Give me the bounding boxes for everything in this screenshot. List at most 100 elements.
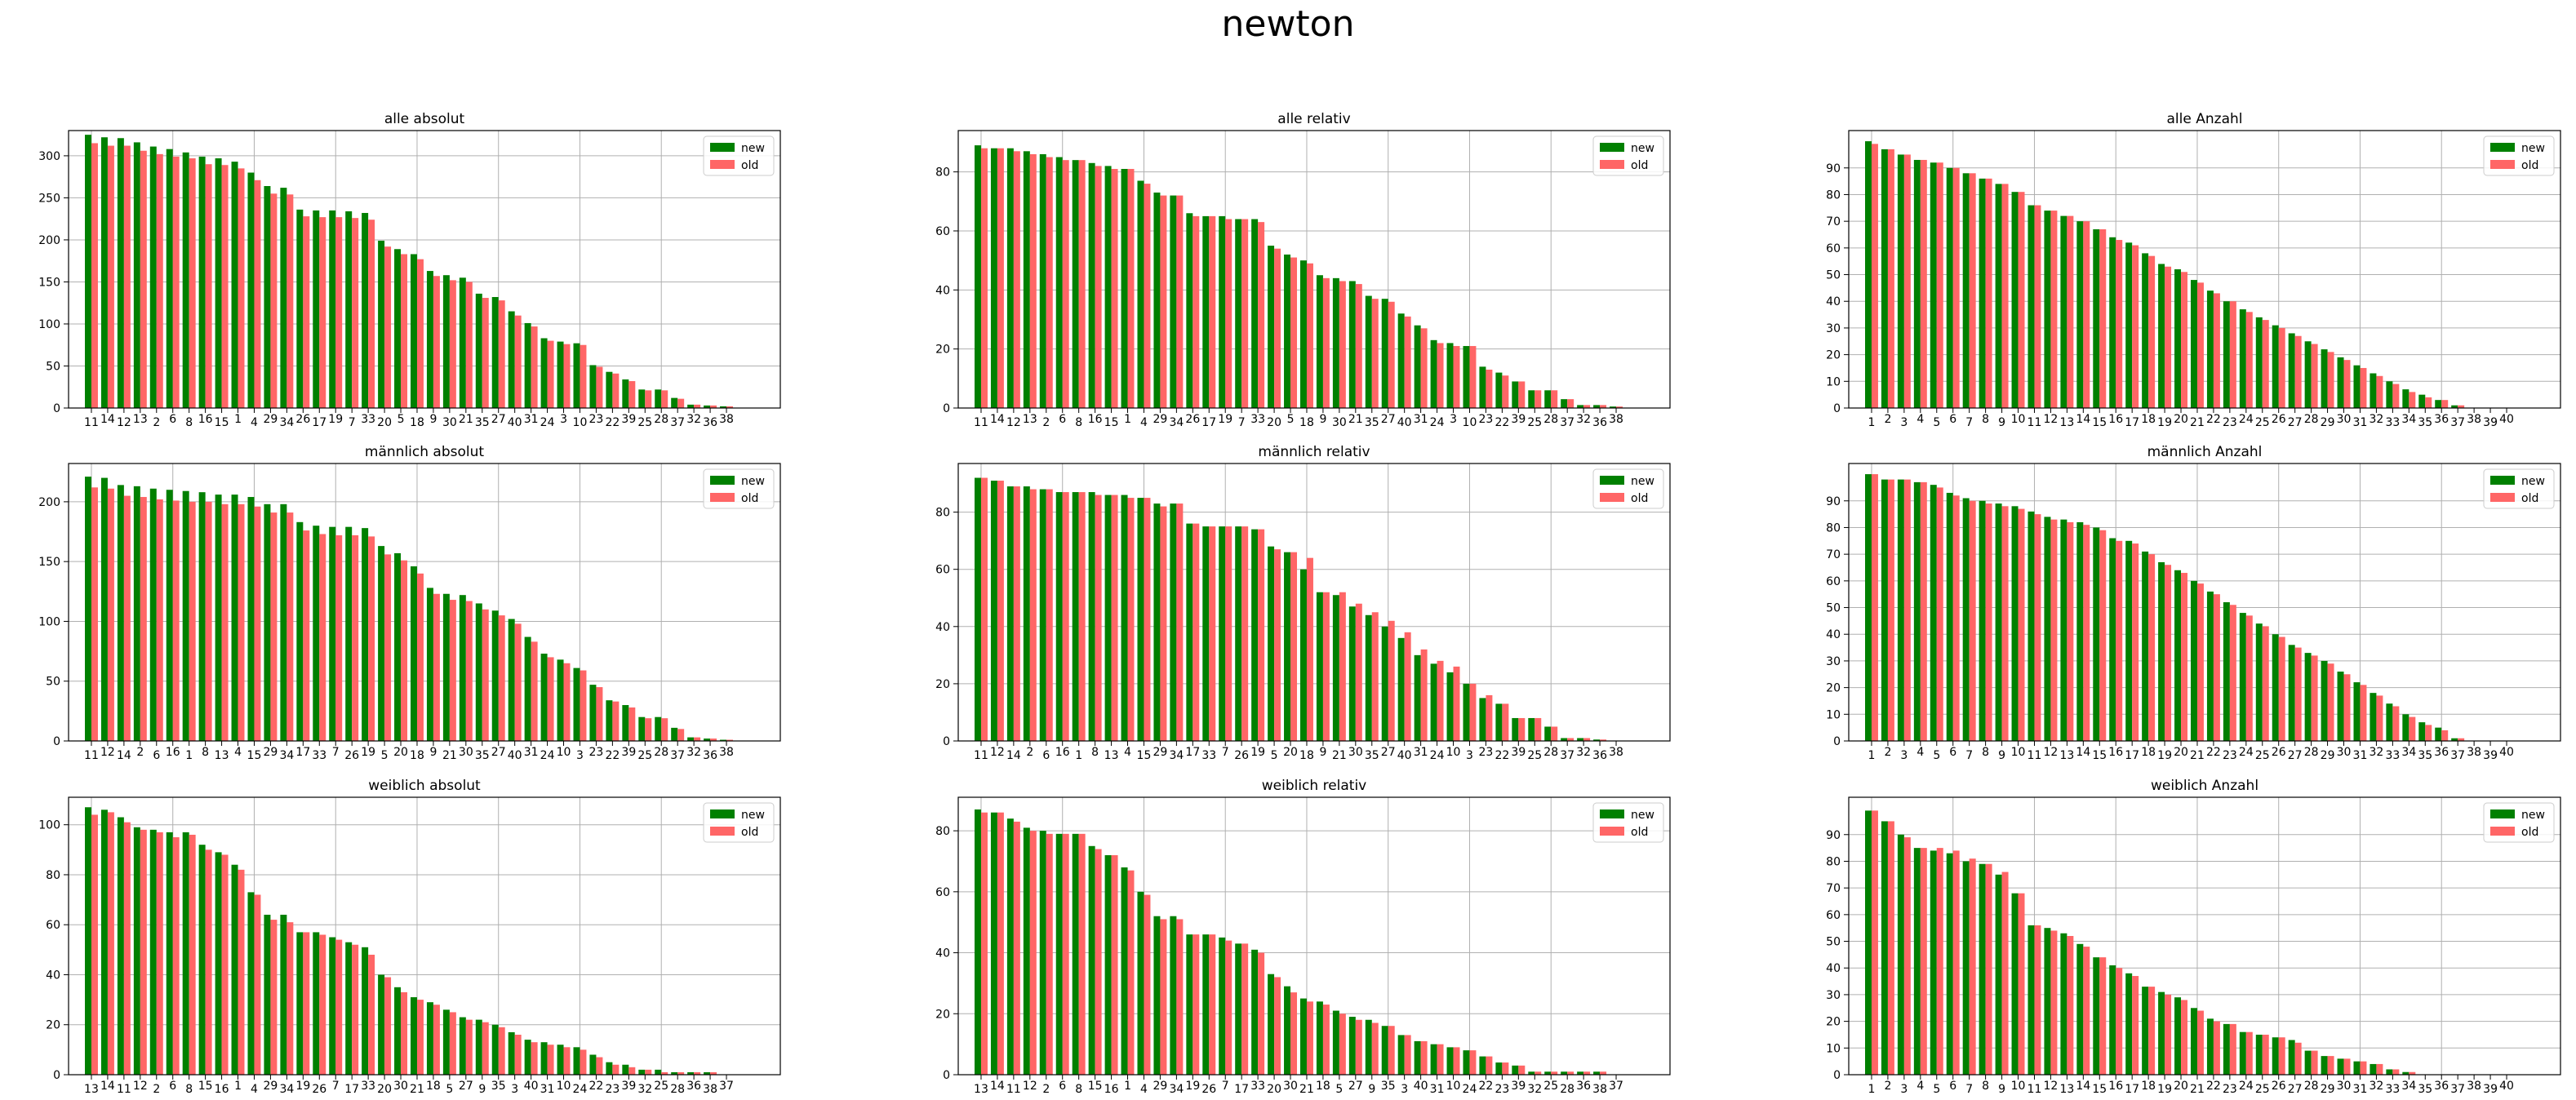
bar-old-2 — [1029, 489, 1037, 741]
x-tick-label: 23 — [2223, 1083, 2237, 1096]
x-tick-label: 21 — [442, 749, 457, 762]
bar-new-34 — [280, 503, 287, 741]
bar-old-23 — [612, 1064, 620, 1075]
bar-new-22 — [2206, 591, 2214, 741]
legend-label-old: old — [741, 826, 758, 839]
x-tick-label: 16 — [1055, 746, 1070, 759]
bar-old-31 — [531, 641, 538, 741]
bar-old-35 — [1388, 1026, 1395, 1075]
bar-new-13 — [84, 807, 91, 1075]
x-tick-label: 4 — [1140, 416, 1148, 429]
x-tick-label: 5 — [1933, 416, 1940, 429]
bar-new-9 — [1316, 592, 1323, 741]
x-tick-label: 21 — [1332, 749, 1347, 762]
x-tick-label: 25 — [2255, 1083, 2270, 1096]
x-tick-label: 5 — [1933, 1083, 1940, 1096]
bar-new-13 — [2060, 519, 2067, 741]
legend-swatch-old — [1600, 160, 1624, 169]
x-tick-label: 28 — [1543, 746, 1558, 759]
legend-swatch-old — [1600, 827, 1624, 836]
bar-new-17 — [1235, 943, 1242, 1075]
x-tick-label: 7 — [332, 1080, 340, 1093]
x-tick-label: 8 — [1982, 1080, 1989, 1093]
bar-old-8 — [1985, 863, 1992, 1075]
chart-title: männlich relativ — [1258, 444, 1370, 460]
bar-old-30 — [449, 280, 456, 408]
bar-new-14 — [117, 485, 124, 741]
bar-old-12 — [107, 488, 114, 741]
x-tick-label: 6 — [1059, 1080, 1066, 1093]
bar-new-26 — [345, 526, 353, 741]
x-tick-label: 7 — [1222, 1080, 1229, 1093]
bar-old-31 — [1420, 649, 1428, 741]
x-tick-label: 26 — [1201, 1083, 1216, 1096]
bar-old-13 — [980, 812, 988, 1075]
bar-new-9 — [1995, 503, 2002, 741]
bar-old-38 — [1616, 406, 1623, 408]
bar-old-6 — [1952, 495, 1960, 741]
y-tick-label: 90 — [1826, 495, 1841, 508]
bar-old-16 — [2116, 240, 2123, 408]
x-tick-label: 19 — [2157, 416, 2172, 429]
bar-old-11 — [980, 477, 988, 741]
bar-new-2 — [133, 486, 140, 741]
bar-new-33 — [313, 526, 320, 741]
bar-old-18 — [2148, 554, 2156, 741]
x-tick-label: 33 — [2385, 749, 2400, 762]
bar-old-24 — [1437, 343, 1444, 408]
bar-old-10 — [1469, 346, 1477, 408]
x-tick-label: 32 — [1576, 413, 1591, 426]
axes-frame — [957, 796, 1671, 1076]
bar-new-30 — [1332, 277, 1339, 408]
bar-old-15 — [2099, 957, 2107, 1075]
bar-new-18 — [1299, 260, 1307, 408]
bar-new-31 — [524, 636, 531, 741]
bar-old-24 — [1437, 660, 1444, 741]
x-tick-label: 12 — [2044, 746, 2059, 759]
bar-old-23 — [1502, 1062, 1509, 1075]
bar-new-12 — [2044, 928, 2051, 1075]
bar-old-12 — [123, 145, 131, 408]
bar-old-9 — [2001, 872, 2009, 1075]
bar-new-30 — [459, 595, 466, 741]
x-tick-label: 38 — [2467, 1080, 2481, 1093]
bar-old-13 — [221, 503, 229, 741]
x-tick-label: 36 — [1592, 416, 1607, 429]
x-tick-label: 13 — [974, 1083, 988, 1096]
bar-new-10 — [557, 1045, 564, 1075]
y-tick-label: 300 — [38, 150, 60, 163]
bar-new-26 — [313, 932, 320, 1075]
bar-new-19 — [1186, 934, 1193, 1075]
bar-old-35 — [482, 609, 489, 741]
bar-old-3 — [563, 344, 571, 408]
bar-new-2 — [1039, 831, 1046, 1075]
x-tick-label: 10 — [2011, 746, 2026, 759]
bar-new-23 — [589, 685, 597, 741]
bar-old-28 — [661, 718, 668, 741]
x-tick-label: 21 — [2190, 1083, 2205, 1096]
bar-new-32 — [1577, 738, 1584, 741]
x-tick-label: 30 — [459, 746, 473, 759]
y-tick-label: 20 — [935, 678, 950, 691]
bar-new-27 — [491, 297, 499, 408]
x-tick-label: 28 — [2304, 746, 2319, 759]
legend-label-new: new — [2521, 142, 2545, 155]
x-tick-label: 39 — [1511, 746, 1526, 759]
bar-old-25 — [645, 718, 652, 741]
x-tick-label: 40 — [524, 1080, 539, 1093]
bar-new-6 — [1946, 492, 1953, 741]
bar-old-7 — [1225, 526, 1232, 741]
x-tick-label: 18 — [1299, 416, 1314, 429]
bar-new-13 — [1104, 495, 1112, 741]
bar-new-35 — [475, 603, 482, 741]
bar-new-33 — [2386, 703, 2393, 741]
x-tick-label: 22 — [589, 1080, 604, 1093]
bar-old-33 — [1258, 222, 1265, 408]
x-tick-label: 12 — [117, 416, 131, 429]
x-tick-label: 7 — [349, 416, 356, 429]
x-tick-label: 7 — [1222, 746, 1229, 759]
bar-new-28 — [1544, 390, 1552, 408]
bar-old-27 — [498, 300, 505, 408]
bar-new-2 — [1881, 149, 1888, 408]
bar-old-8 — [189, 834, 196, 1075]
